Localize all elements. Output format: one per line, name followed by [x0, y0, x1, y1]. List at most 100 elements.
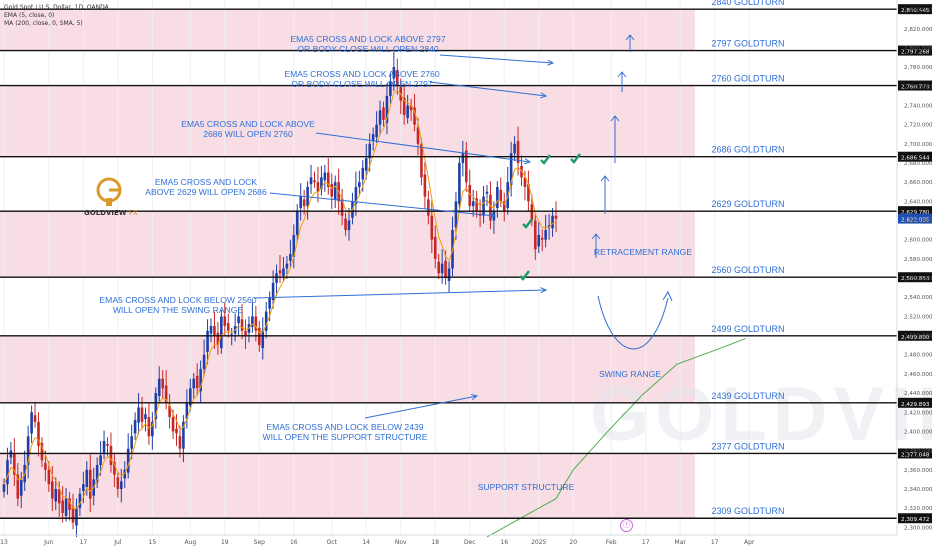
candle-body: [151, 421, 154, 437]
time-tick: 13: [0, 539, 8, 546]
arrow-head: [610, 115, 620, 122]
price-badge: [898, 45, 932, 56]
event-icon[interactable]: ⓕ: [620, 519, 633, 532]
annotation-text: WILL OPEN THE SUPPORT STRUCTURE: [263, 432, 428, 442]
current-price-text: 2,622.035: [901, 218, 930, 224]
candle-body: [309, 177, 313, 185]
candle-body: [168, 405, 171, 418]
candle-body: [378, 110, 382, 125]
candle-body: [68, 498, 71, 511]
candle-body: [164, 385, 168, 403]
time-tick: 15: [149, 539, 157, 546]
candle-body: [437, 261, 440, 274]
candle-body: [78, 493, 82, 509]
candle-body: [289, 254, 292, 261]
price-badge: [898, 397, 932, 408]
price-badge: [898, 330, 932, 341]
annotation-text: EMA5 CROSS AND LOCK BELOW 2439: [266, 422, 423, 432]
arrow-head: [547, 59, 555, 66]
candle-body: [258, 327, 261, 346]
price-tick: 2,520.000: [904, 314, 932, 320]
price-badge-text: 2,309.472: [901, 517, 929, 523]
arrow-head: [540, 287, 548, 294]
candle-body: [126, 448, 130, 473]
candle-body: [251, 316, 254, 327]
candle-body: [454, 201, 458, 228]
candle-body: [475, 198, 478, 211]
time-tick: 17: [80, 539, 88, 546]
candle-body: [382, 107, 385, 120]
arrow-head: [540, 92, 548, 99]
candle-body: [109, 445, 113, 466]
candle-body: [102, 441, 106, 453]
price-badge-text: 2,840.445: [901, 8, 930, 14]
price-tick: 2,320.000: [904, 506, 932, 512]
candle-body: [551, 215, 554, 229]
price-tick: 2,640.000: [904, 199, 932, 205]
candle-body: [33, 415, 37, 422]
time-tick: Nov: [395, 539, 407, 546]
time-tick: Apr: [744, 539, 755, 546]
time-tick: 17: [711, 539, 719, 546]
candle-body: [340, 198, 344, 216]
check-icon: [540, 154, 551, 165]
price-tick: 2,800.000: [904, 46, 932, 52]
candle-body: [427, 199, 430, 216]
candle-body: [223, 316, 227, 326]
candle-body: [333, 182, 337, 200]
price-badge: [898, 206, 932, 217]
annotation-text: EMA5 CROSS AND LOCK BELOW 2560: [99, 295, 256, 305]
annotation-arrow: [269, 192, 496, 217]
candle-body: [320, 177, 323, 189]
arrow-head: [662, 290, 673, 302]
candles-layer: [2, 51, 558, 537]
annotation-text: EMA5 CROSS AND LOCK ABOVE 2797: [290, 34, 445, 44]
time-axis: 13 Jun 17 Jul 15 Aug 19 Sep 16 Oct 14 Nov 18 Dec 16 202…: [0, 534, 897, 546]
candle-body: [323, 172, 327, 181]
candle-body: [547, 225, 551, 228]
time-tick: 18: [431, 539, 439, 546]
candle-body: [133, 419, 137, 434]
annotation-text: OR BODY CLOSE WILL OPEN 2797: [291, 79, 433, 89]
level-label: 2629 GOLDTURN: [711, 199, 784, 209]
candle-body: [502, 201, 506, 211]
arrow-head: [591, 233, 601, 240]
candle-body: [361, 167, 365, 180]
candle-body: [430, 215, 434, 240]
arrows-layer: [253, 34, 673, 419]
price-tick: 2,560.000: [904, 276, 932, 282]
candle-body: [313, 180, 316, 183]
candle-body: [6, 460, 9, 485]
candle-body: [471, 201, 475, 207]
candle-body: [482, 196, 485, 216]
candle-body: [444, 260, 447, 279]
price-tick: 2,380.000: [904, 449, 932, 455]
candle-body: [95, 465, 99, 483]
candle-body: [271, 282, 275, 301]
candle-body: [268, 297, 271, 309]
candle-body: [344, 218, 347, 231]
candle-body: [37, 421, 40, 446]
price-tick: 2,600.000: [904, 238, 932, 244]
price-tick: 2,680.000: [904, 161, 932, 167]
time-tick: 16: [500, 539, 508, 546]
time-tick: 19: [221, 539, 229, 546]
watermark-layer: GOLDVIEW FX: [590, 372, 932, 457]
zone-label: RETRACEMENT RANGE: [594, 247, 692, 257]
candle-body: [540, 237, 544, 240]
candle-body: [213, 325, 216, 336]
level-label: 2377 GOLDTURN: [711, 441, 784, 451]
price-badge-text: 2,560.853: [901, 276, 930, 282]
candle-body: [82, 484, 85, 491]
candle-body: [157, 378, 161, 396]
candle-body: [175, 428, 178, 434]
candle-body: [147, 417, 151, 437]
candle-body: [330, 184, 334, 197]
candle-body: [416, 127, 420, 144]
annotation-layer: 2840 GOLDTURN 2797 GOLDTURN 2760 GOLDTURN 2…: [99, 0, 784, 516]
candle-body: [13, 453, 16, 475]
price-tick: 2,480.000: [904, 353, 932, 359]
time-tick: Jul: [113, 539, 122, 546]
ema5-layer: [3, 90, 557, 509]
candle-body: [485, 191, 489, 194]
